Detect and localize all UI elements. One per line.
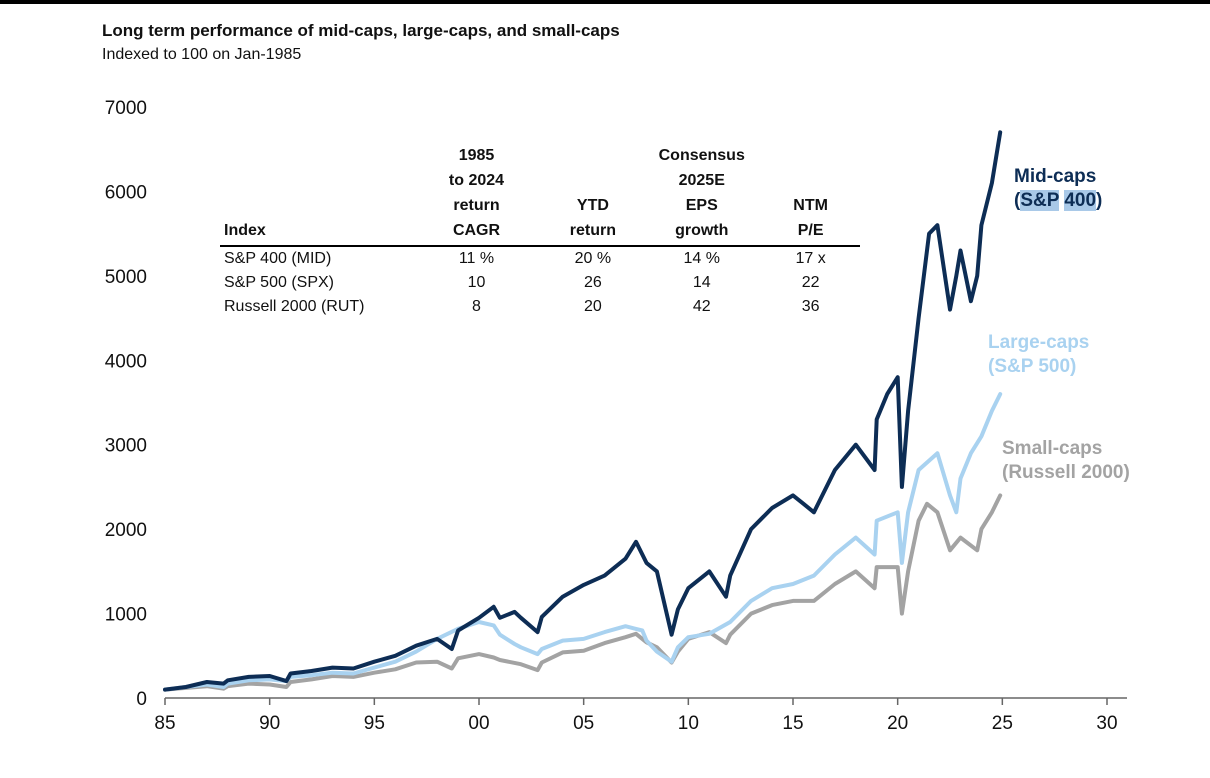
row-index-name: S&P 500 (SPX) — [224, 274, 334, 291]
x-tick-label: 10 — [678, 713, 699, 734]
y-tick-label: 6000 — [105, 182, 147, 203]
y-tick-label: 2000 — [105, 520, 147, 541]
y-tick-label: 4000 — [105, 351, 147, 372]
y-tick-label: 1000 — [105, 605, 147, 626]
row-ytd: 20 % — [574, 250, 612, 267]
x-tick-label: 85 — [154, 713, 175, 734]
row-eps-growth: 14 — [692, 274, 711, 291]
small-caps-index: (Russell 2000) — [1002, 462, 1130, 483]
row-pe: 17 x — [795, 250, 826, 267]
mid-caps-name: Mid-caps — [1014, 166, 1097, 187]
row-cagr: 10 — [467, 274, 486, 291]
row-pe: 22 — [801, 274, 820, 291]
x-tick-label: 15 — [782, 713, 803, 734]
table-row: S&P 500 (SPX) 10 26 14 22 — [220, 271, 860, 295]
row-cagr: 11 % — [458, 250, 495, 267]
series-line-large-caps — [163, 392, 1003, 692]
stats-header-row: Index 1985 to 2024 return CAGR YTD retur… — [220, 143, 860, 246]
row-cagr: 8 — [472, 298, 481, 315]
row-index-name: S&P 400 (MID) — [224, 250, 332, 267]
series-lines — [163, 130, 1003, 692]
stats-table: Index 1985 to 2024 return CAGR YTD retur… — [220, 143, 860, 319]
row-eps-growth: 14 % — [683, 250, 720, 267]
x-axis: 85 90 95 00 05 10 15 20 25 30 — [154, 697, 1127, 734]
paren-open: ( — [1014, 190, 1021, 211]
header-ytd: YTD return — [569, 197, 617, 239]
y-tick-label: 3000 — [105, 436, 147, 457]
paren-close: ) — [1096, 190, 1103, 211]
row-index-name: Russell 2000 (RUT) — [224, 298, 365, 315]
y-tick-label: 0 — [136, 689, 147, 710]
x-tick-label: 25 — [992, 713, 1013, 734]
series-label-mid-caps: Mid-caps (S&P 400) — [1014, 165, 1102, 213]
row-pe: 36 — [801, 298, 820, 315]
large-caps-index: (S&P 500) — [988, 356, 1077, 377]
chart-title: Long term performance of mid-caps, large… — [102, 21, 620, 40]
row-ytd: 26 — [584, 274, 602, 291]
header-cagr: 1985 to 2024 return CAGR — [448, 147, 505, 239]
series-line-mid-caps — [163, 130, 1003, 692]
y-tick-label: 5000 — [105, 267, 147, 288]
header-pe: NTM P/E — [793, 197, 828, 239]
x-tick-label: 20 — [887, 713, 908, 734]
y-tick-label: 7000 — [105, 98, 147, 119]
x-tick-label: 00 — [468, 713, 489, 734]
chart-subtitle: Indexed to 100 on Jan-1985 — [102, 46, 302, 63]
mid-caps-index: (S&P 400) — [1014, 189, 1102, 213]
x-tick-label: 30 — [1096, 713, 1117, 734]
small-caps-name: Small-caps — [1002, 438, 1103, 459]
header-index: Index — [224, 222, 266, 239]
series-label-small-caps: Small-caps (Russell 2000) — [1002, 437, 1130, 485]
x-tick-label: 90 — [259, 713, 280, 734]
series-line-small-caps — [163, 493, 1003, 692]
mid-index-text-a: S&P — [1020, 190, 1060, 211]
series-label-large-caps: Large-caps (S&P 500) — [988, 331, 1089, 379]
large-caps-name: Large-caps — [988, 332, 1090, 353]
header-eps-growth: Consensus 2025E EPS growth — [658, 147, 745, 239]
y-axis: 0 1000 2000 3000 4000 5000 6000 7000 — [105, 98, 147, 710]
mid-index-text-b: 400 — [1064, 190, 1097, 211]
top-border — [0, 0, 1210, 4]
x-tick-label: 95 — [364, 713, 385, 734]
row-eps-growth: 42 — [692, 298, 711, 315]
x-tick-label: 05 — [573, 713, 594, 734]
table-row: Russell 2000 (RUT) 8 20 42 36 — [220, 295, 860, 319]
row-ytd: 20 — [584, 298, 602, 315]
table-row: S&P 400 (MID) 11 % 20 % 14 % 17 x — [220, 246, 860, 271]
